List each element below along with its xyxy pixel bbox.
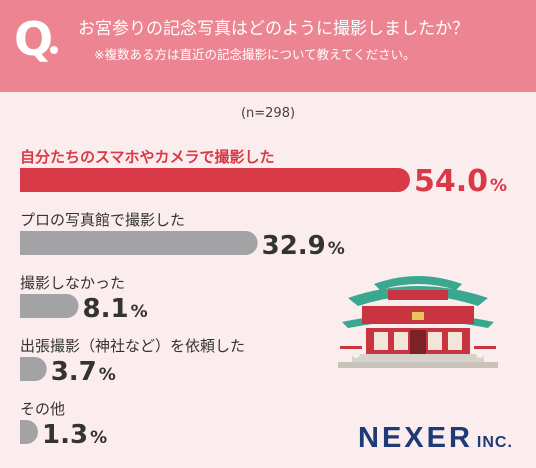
value-label: 54.0%	[414, 164, 507, 199]
value-number: 54.0	[414, 164, 488, 199]
category-label: 自分たちのスマホやカメラで撮影した	[20, 148, 275, 166]
question-note: ※複数ある方は直近の記念撮影について教えてください。	[94, 47, 416, 62]
value-number: 3.7	[51, 357, 97, 387]
value-label: 3.7%	[51, 357, 116, 387]
bar	[20, 294, 79, 318]
value-number: 32.9	[262, 231, 326, 261]
q-mark: Q	[14, 12, 54, 66]
question-header: Q お宮参りの記念写真はどのように撮影しましたか？ ※複数ある方は直近の記念撮影…	[0, 0, 536, 92]
value-number: 1.3	[42, 420, 88, 450]
value-label: 32.9%	[262, 231, 345, 261]
value-unit: %	[99, 365, 116, 385]
question-text: お宮参りの記念写真はどのように撮影しましたか？	[78, 19, 469, 39]
bar	[20, 231, 258, 255]
value-label: 1.3%	[42, 420, 107, 450]
sample-size-label: (n=298)	[240, 106, 296, 121]
value-unit: %	[490, 176, 507, 196]
bar	[20, 357, 47, 381]
bar	[20, 168, 410, 192]
category-label: プロの写真館で撮影した	[20, 211, 185, 229]
value-label: 8.1%	[83, 294, 148, 324]
category-label: 出張撮影（神社など）を依頼した	[20, 337, 245, 355]
shrine-illustration	[338, 276, 498, 368]
category-label: 撮影しなかった	[20, 274, 125, 292]
company-logo: NEXER INC.	[358, 422, 513, 455]
value-number: 8.1	[83, 294, 129, 324]
logo-name: NEXER	[358, 422, 473, 454]
bar	[20, 420, 38, 444]
logo-suffix: INC.	[476, 434, 513, 451]
q-mark-dot	[50, 46, 58, 54]
value-unit: %	[90, 428, 107, 448]
category-label: その他	[20, 400, 65, 418]
value-unit: %	[131, 302, 148, 322]
value-unit: %	[328, 239, 345, 259]
